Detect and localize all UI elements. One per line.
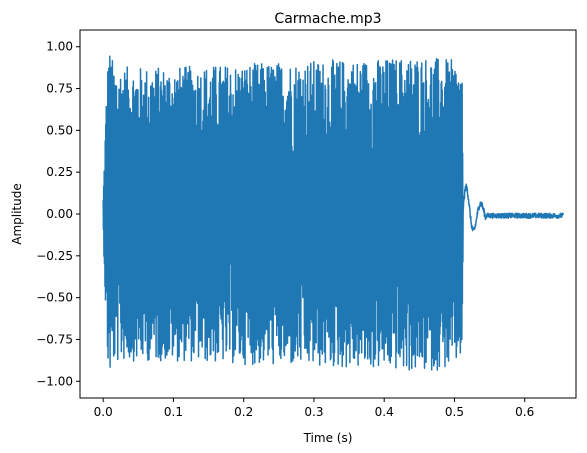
y-tick-label: −0.25 <box>36 249 73 263</box>
x-tick-label: 0.6 <box>515 405 534 419</box>
series-layer <box>102 55 565 371</box>
y-tick-label: −0.50 <box>36 291 73 305</box>
x-tick-label: 0.0 <box>94 405 113 419</box>
x-tick-label: 0.5 <box>445 405 464 419</box>
x-axis-ticks: 0.0 0.1 0.2 0.3 0.4 0.5 0.6 <box>94 398 534 419</box>
x-axis-label: Time (s) <box>303 431 353 445</box>
y-tick-label: −0.75 <box>36 332 73 346</box>
chart-title: Carmache.mp3 <box>274 11 381 27</box>
x-tick-label: 0.2 <box>234 405 253 419</box>
y-axis-label: Amplitude <box>10 183 24 245</box>
y-tick-label: 0.50 <box>46 123 73 137</box>
y-tick-label: 0.25 <box>46 165 73 179</box>
x-tick-label: 0.3 <box>304 405 323 419</box>
y-tick-label: 0.00 <box>46 207 73 221</box>
x-tick-label: 0.4 <box>375 405 394 419</box>
x-tick-label: 0.1 <box>164 405 183 419</box>
y-axis-ticks: −1.00 −0.75 −0.50 −0.25 0.00 0.25 0.50 0.75 1.00 <box>36 40 80 388</box>
waveform-line <box>102 55 565 371</box>
y-tick-label: −1.00 <box>36 374 73 388</box>
y-tick-label: 0.75 <box>46 82 73 96</box>
y-tick-label: 1.00 <box>46 40 73 54</box>
